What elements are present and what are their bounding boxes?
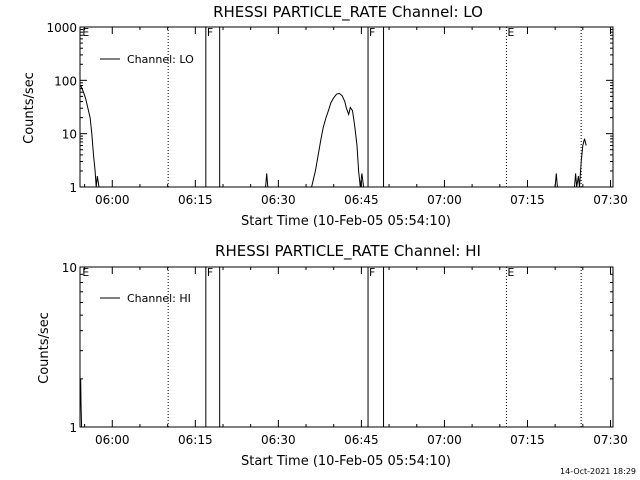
hi-x-axis-ticks: 06:00 06:15 06:30 06:45 07:00 07:15 07:30 [84,267,628,447]
hi-marker-label: F [369,266,375,279]
lo-plot-frame [79,26,614,188]
lo-x-axis-ticks: 06:00 06:15 06:30 06:45 07:00 07:15 07:30 [84,27,628,207]
hi-y-tick-label: 1 [69,421,77,435]
lo-marker-label: E [507,26,514,39]
lo-x-tick-label: 06:45 [344,193,379,207]
hi-x-tick-label: 07:00 [427,433,462,447]
lo-y-axis-label: Counts/sec [22,72,37,144]
hi-marker-label: E [82,266,89,279]
lo-y-tick-label: 1 [69,181,77,195]
hi-x-tick-label: 06:15 [178,433,213,447]
lo-trace-segment [311,92,365,188]
hi-x-tick-label: 07:15 [510,433,545,447]
hi-x-tick-label: 06:45 [344,433,379,447]
hi-y-tick-label: 10 [62,261,77,275]
lo-x-axis-label: Start Time (10-Feb-05 05:54:10) [241,214,451,229]
lo-x-tick-label: 06:15 [178,193,213,207]
lo-y-tick-label: 1000 [46,21,77,35]
lo-trace-segment [80,85,100,188]
hi-x-tick-label: 06:30 [261,433,296,447]
lo-marker-label: E [82,26,89,39]
generation-timestamp: 14-Oct-2021 18:29 [560,467,636,476]
hi-x-axis-label: Start Time (10-Feb-05 05:54:10) [241,454,451,469]
lo-trace-segment [265,173,269,188]
lo-trace-segment [554,173,558,188]
lo-x-tick-label: 07:30 [593,193,628,207]
hi-legend: Channel: HI [100,292,191,305]
hi-plot-frame [79,266,614,428]
lo-marker-label: F [207,26,213,39]
lo-legend-label: Channel: LO [127,53,194,66]
hi-channel-panel: RHESSI PARTICLE_RATE Channel: HI Counts/… [37,242,628,469]
lo-chart-title: RHESSI PARTICLE_RATE Channel: LO [213,3,483,22]
hi-chart-title: RHESSI PARTICLE_RATE Channel: HI [215,242,481,261]
lo-y-tick-label: 100 [54,74,77,88]
hi-count-rate-trace [80,378,83,428]
lo-x-tick-label: 06:00 [95,193,130,207]
lo-x-tick-label: 07:15 [510,193,545,207]
lo-legend: Channel: LO [100,53,194,66]
lo-y-tick-label: 10 [62,128,77,142]
hi-trace-segment [80,378,83,428]
hi-marker-label: F [207,266,213,279]
lo-channel-panel: RHESSI PARTICLE_RATE Channel: LO Counts/… [22,3,628,229]
hi-x-tick-label: 06:00 [95,433,130,447]
lo-x-tick-label: 06:30 [261,193,296,207]
hi-x-tick-label: 07:30 [593,433,628,447]
lo-x-tick-label: 07:00 [427,193,462,207]
hi-marker-label: E [507,266,514,279]
lo-marker-label: F [369,26,375,39]
hi-legend-label: Channel: HI [127,292,191,305]
hi-y-axis-label: Counts/sec [37,312,52,384]
